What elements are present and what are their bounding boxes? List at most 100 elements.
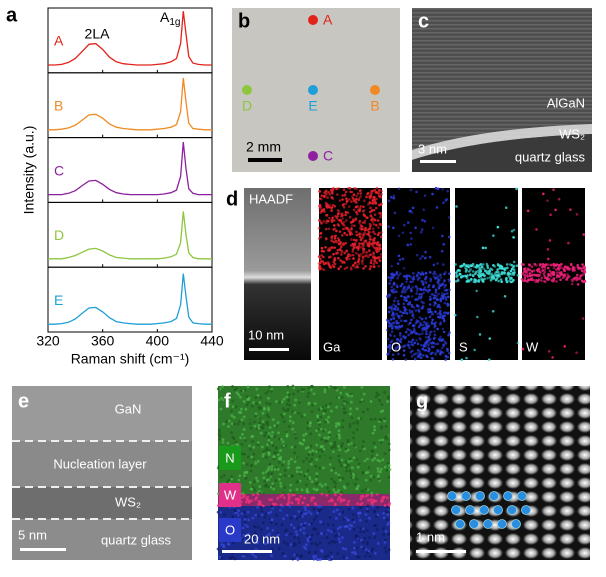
eds-dot bbox=[378, 203, 381, 207]
eds-dot bbox=[254, 513, 258, 517]
eds-dot bbox=[526, 209, 530, 213]
eds-dot bbox=[353, 540, 356, 544]
eds-dot bbox=[523, 276, 527, 280]
eds-dot bbox=[407, 344, 410, 347]
eds-dot bbox=[392, 194, 396, 198]
eds-dot bbox=[329, 255, 332, 259]
eds-dot bbox=[334, 386, 338, 390]
sample-point bbox=[308, 15, 318, 25]
eds-dot bbox=[432, 275, 436, 278]
eds-dot bbox=[521, 347, 525, 351]
eds-dot bbox=[442, 243, 445, 246]
eds-dot bbox=[239, 407, 243, 411]
eds-dot bbox=[417, 271, 420, 275]
eds-dot bbox=[339, 219, 343, 223]
eds-dot bbox=[341, 418, 345, 422]
eds-dot bbox=[345, 197, 348, 200]
eds-dot bbox=[401, 289, 404, 292]
eds-dot bbox=[361, 257, 365, 261]
eds-dot bbox=[543, 274, 546, 278]
eds-dot bbox=[343, 498, 346, 502]
eds-dot bbox=[421, 332, 424, 335]
eds-dot bbox=[458, 273, 461, 276]
eds-dot bbox=[321, 405, 324, 409]
eds-dot bbox=[375, 528, 379, 531]
eds-dot bbox=[371, 227, 375, 230]
eds-dot bbox=[352, 193, 356, 196]
eds-dot bbox=[234, 440, 238, 444]
eds-dot bbox=[350, 238, 353, 241]
eds-dot bbox=[414, 309, 418, 312]
eds-dot bbox=[410, 295, 414, 298]
eds-dot bbox=[509, 280, 513, 284]
panel-label: c bbox=[418, 10, 429, 32]
eds-dot bbox=[256, 440, 260, 444]
eds-dot bbox=[330, 446, 334, 450]
eds-dot bbox=[350, 400, 353, 404]
eds-dot bbox=[376, 241, 380, 244]
eds-dot bbox=[469, 273, 472, 276]
spectrum-line bbox=[48, 11, 212, 66]
eds-dot bbox=[290, 493, 294, 497]
eds-dot bbox=[323, 210, 326, 213]
eds-dot bbox=[351, 513, 355, 517]
eds-dot bbox=[369, 498, 373, 501]
point-label: C bbox=[323, 148, 333, 164]
eds-dot bbox=[523, 278, 527, 282]
eds-dot bbox=[333, 440, 337, 444]
eds-dot bbox=[546, 276, 549, 279]
eds-dot bbox=[381, 438, 384, 442]
eds-dot bbox=[252, 452, 256, 456]
atom-marker bbox=[521, 505, 531, 515]
eds-dot bbox=[269, 472, 273, 476]
eds-dot bbox=[332, 488, 336, 492]
eds-dot bbox=[222, 473, 226, 477]
eds-dot bbox=[397, 274, 400, 277]
eds-dot bbox=[270, 547, 274, 551]
eds-dot bbox=[275, 451, 278, 455]
eds-dot bbox=[303, 505, 307, 509]
eds-dot bbox=[279, 473, 282, 476]
eds-dot bbox=[387, 276, 391, 279]
glass bbox=[412, 134, 592, 172]
eds-dot bbox=[433, 301, 436, 304]
panel-label: e bbox=[18, 390, 29, 412]
eds-dot bbox=[330, 220, 334, 223]
eds-dot bbox=[416, 348, 420, 352]
eds-dot bbox=[385, 434, 389, 438]
eds-dot bbox=[283, 486, 287, 490]
eds-dot bbox=[462, 262, 466, 266]
eds-dot bbox=[411, 314, 414, 317]
eds-dot bbox=[467, 270, 471, 273]
eds-dot bbox=[350, 200, 353, 203]
eds-dot bbox=[379, 211, 382, 215]
eds-dot bbox=[577, 267, 580, 271]
eds-dot bbox=[295, 466, 299, 470]
eds-dot bbox=[336, 498, 340, 502]
eds-dot bbox=[316, 414, 320, 418]
eds-dot bbox=[329, 246, 333, 250]
eds-dot bbox=[295, 480, 299, 484]
eds-dot bbox=[290, 474, 294, 478]
eds-dot bbox=[388, 468, 392, 472]
eds-dot bbox=[249, 487, 253, 491]
eds-dot bbox=[395, 321, 399, 325]
eds-dot bbox=[318, 433, 321, 437]
eds-dot bbox=[575, 351, 578, 354]
eds-dot bbox=[368, 201, 372, 205]
eds-dot bbox=[339, 497, 343, 501]
eds-dot bbox=[466, 274, 469, 277]
eds-dot bbox=[324, 420, 327, 424]
eds-dot bbox=[293, 515, 297, 518]
eds-dot bbox=[319, 205, 322, 209]
eds-dot bbox=[372, 208, 376, 212]
eds-dot bbox=[386, 395, 390, 398]
eds-dot bbox=[407, 340, 411, 344]
eds-dot bbox=[407, 274, 411, 278]
eds-dot bbox=[421, 218, 424, 222]
eds-dot bbox=[268, 462, 272, 466]
eds-dot bbox=[348, 457, 352, 461]
eds-dot bbox=[361, 527, 365, 531]
eds-dot bbox=[379, 440, 383, 444]
atom-marker bbox=[447, 491, 457, 501]
